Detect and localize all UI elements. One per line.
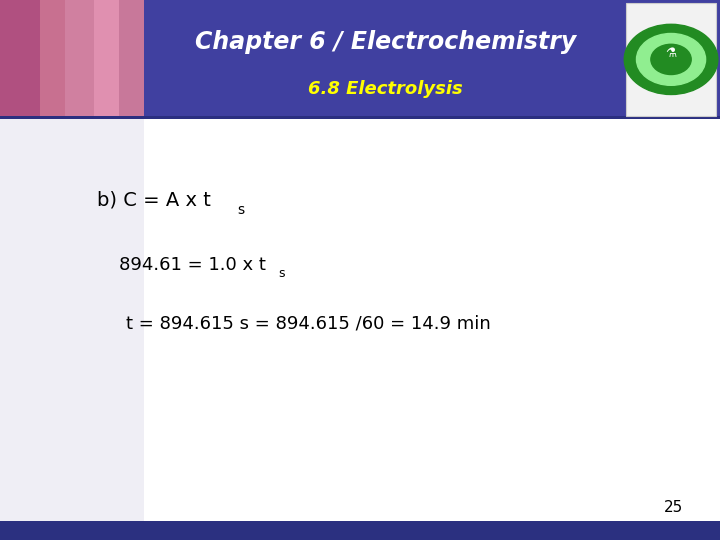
Circle shape <box>624 24 718 94</box>
Text: 894.61 = 1.0 x t: 894.61 = 1.0 x t <box>119 255 266 274</box>
Text: Chapter 6 / Electrochemistry: Chapter 6 / Electrochemistry <box>194 30 576 53</box>
Bar <box>0 119 144 521</box>
Bar <box>40 0 65 119</box>
Circle shape <box>651 44 691 75</box>
Bar <box>0 0 40 119</box>
Bar <box>0 0 144 119</box>
Bar <box>119 0 144 119</box>
Text: s: s <box>238 202 245 217</box>
Bar <box>0 0 720 119</box>
Bar <box>0 116 720 119</box>
Text: t = 894.615 s = 894.615 /60 = 14.9 min: t = 894.615 s = 894.615 /60 = 14.9 min <box>126 315 491 333</box>
Text: 25: 25 <box>664 500 683 515</box>
Bar <box>65 0 94 119</box>
Bar <box>94 0 119 119</box>
Text: ⚗: ⚗ <box>665 48 677 60</box>
Text: b) C = A x t: b) C = A x t <box>97 190 211 210</box>
Text: s: s <box>279 267 285 280</box>
Bar <box>0 521 720 540</box>
Text: 6.8 Electrolysis: 6.8 Electrolysis <box>308 80 462 98</box>
Circle shape <box>636 33 706 85</box>
Bar <box>626 3 716 116</box>
